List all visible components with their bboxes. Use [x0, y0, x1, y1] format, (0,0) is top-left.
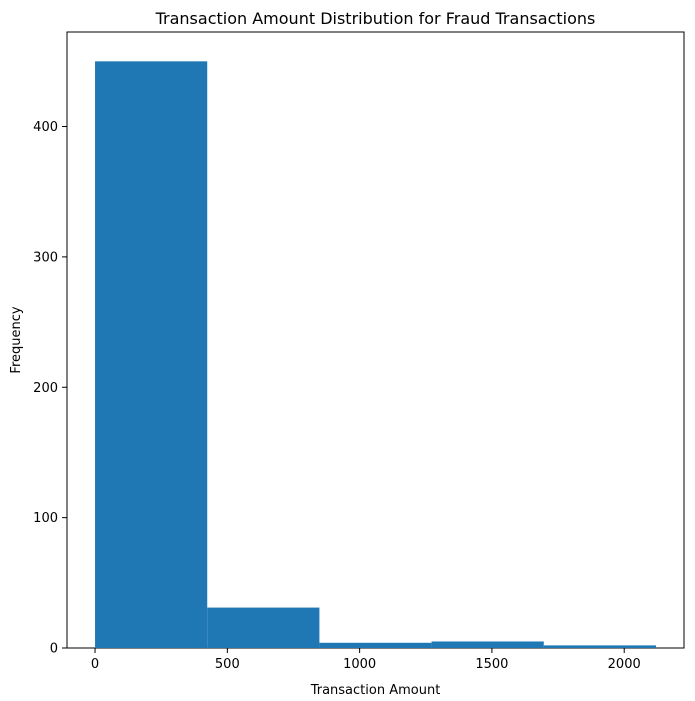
y-tick-label: 100	[33, 511, 58, 526]
x-axis-title: Transaction Amount	[310, 683, 441, 698]
y-ticks-layer: 0 100 200 300 400	[33, 120, 67, 657]
x-tick-label: 500	[215, 657, 240, 672]
x-tick-label: 2000	[608, 657, 641, 672]
y-tick-label: 0	[50, 642, 58, 657]
histogram-bar-3	[319, 642, 432, 648]
bars-layer	[95, 61, 656, 649]
x-tick-label: 1500	[475, 657, 508, 672]
histogram-bar-1	[95, 61, 208, 649]
histogram-bar-4	[431, 641, 544, 648]
chart-title: Transaction Amount Distribution for Frau…	[155, 9, 596, 28]
histogram-bar-2	[207, 607, 320, 648]
y-tick-label: 200	[33, 381, 58, 396]
x-ticks-layer: 0 500 1000 1500 2000	[91, 648, 641, 672]
y-tick-label: 300	[33, 250, 58, 265]
x-tick-label: 0	[91, 657, 99, 672]
x-tick-label: 1000	[343, 657, 376, 672]
histogram-bar-5	[543, 645, 656, 648]
y-tick-label: 400	[33, 120, 58, 135]
y-axis-title: Frequency	[9, 306, 24, 373]
